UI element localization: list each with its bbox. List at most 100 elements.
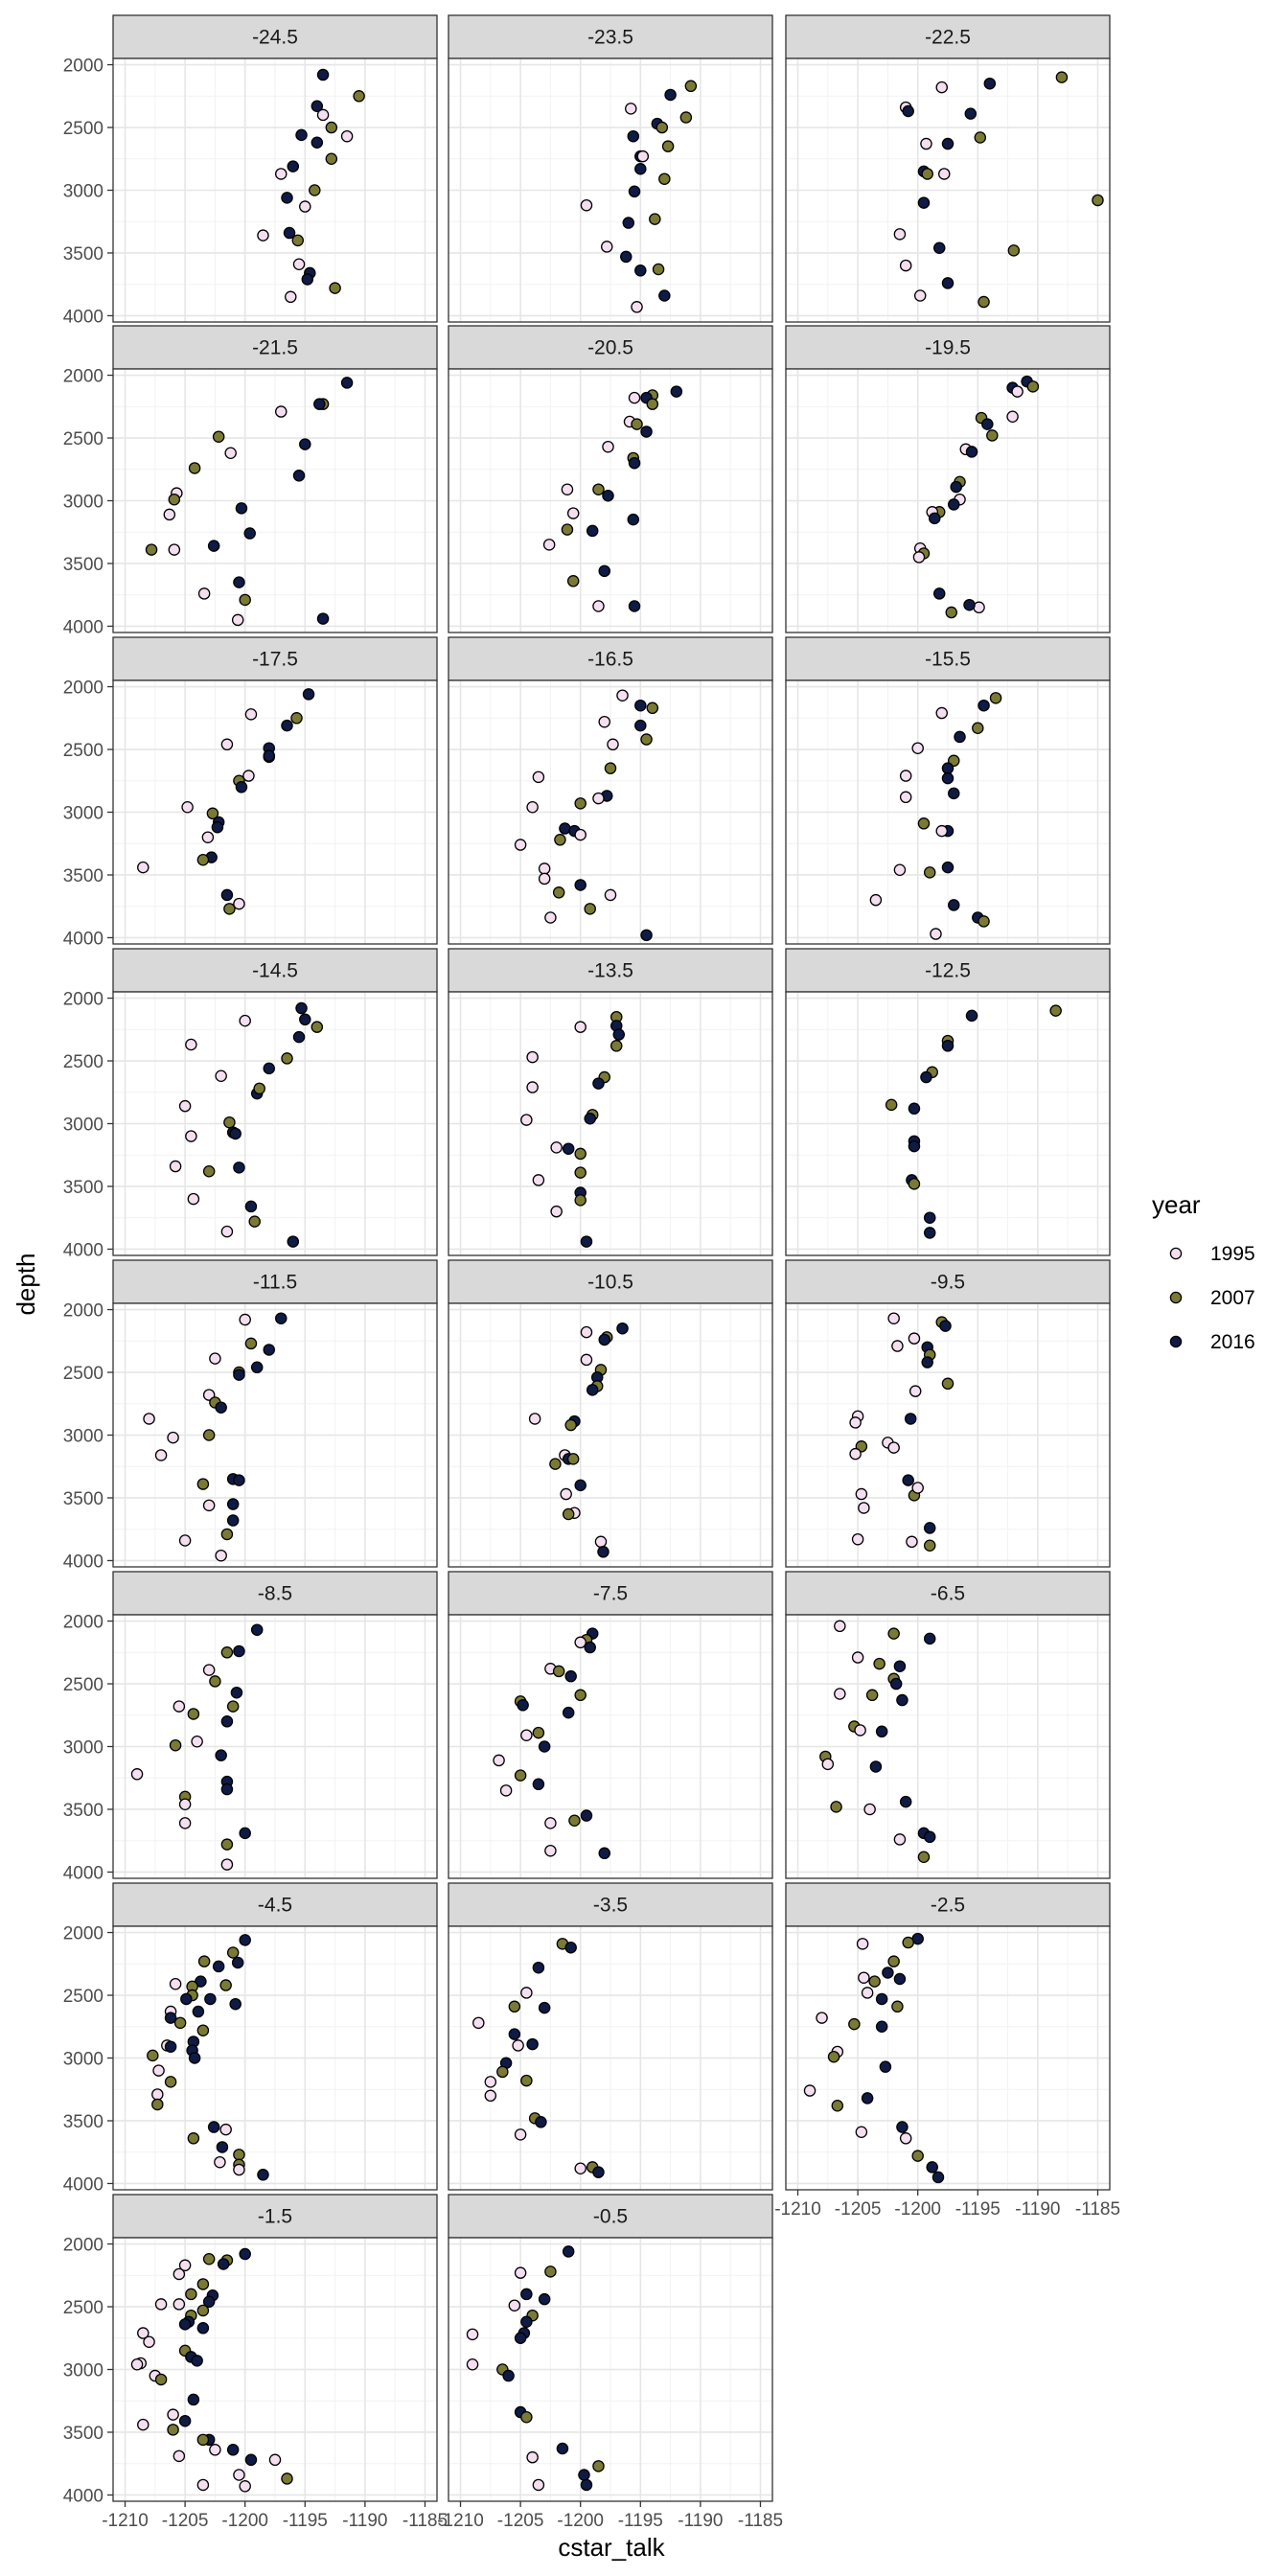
data-point-2007 <box>574 1166 586 1179</box>
facet-panel: -17.5 2000 2500 3000 3500 4000 <box>63 636 438 949</box>
data-point-2007 <box>188 462 201 474</box>
facet-strip-label: -21.5 <box>252 337 298 359</box>
data-point-2007 <box>325 121 338 134</box>
data-point-1995 <box>512 2039 524 2052</box>
data-point-1995 <box>178 1798 192 1810</box>
data-point-1995 <box>532 1174 545 1186</box>
facet-strip <box>785 14 1111 59</box>
data-point-2016 <box>310 100 324 113</box>
facet-panel: -13.5 <box>448 948 773 1256</box>
data-point-1995 <box>130 2358 144 2371</box>
data-point-2016 <box>299 1013 311 1026</box>
data-point-2016 <box>263 1062 275 1075</box>
data-point-1995 <box>636 150 650 163</box>
facet-strip <box>112 2194 438 2239</box>
data-point-2016 <box>902 1474 914 1486</box>
data-point-2016 <box>592 1077 605 1090</box>
y-tick-label: 4000 <box>63 617 104 637</box>
y-tick-label: 3000 <box>63 2050 104 2070</box>
data-point-1995 <box>520 1114 533 1126</box>
data-point-1995 <box>275 168 288 180</box>
data-point-1995 <box>191 1736 203 1748</box>
data-points <box>130 2247 293 2493</box>
data-point-2016 <box>899 1795 912 1808</box>
facet-strip-label: -10.5 <box>587 1272 633 1294</box>
data-point-1995 <box>172 2267 186 2281</box>
data-point-2007 <box>220 1646 234 1659</box>
data-point-1995 <box>520 1729 533 1741</box>
data-point-2007 <box>151 2098 164 2111</box>
data-point-2007 <box>865 1689 879 1702</box>
data-point-2016 <box>517 1699 529 1712</box>
facet-strip <box>448 2194 773 2239</box>
data-point-2016 <box>586 524 599 538</box>
data-point-2007 <box>281 2472 293 2485</box>
data-point-1995 <box>580 1325 593 1339</box>
data-point-2016 <box>670 385 683 398</box>
data-point-2016 <box>950 480 963 494</box>
data-point-2016 <box>281 719 293 732</box>
facet-strip-label: -9.5 <box>931 1272 965 1294</box>
facet-strip <box>448 325 773 370</box>
y-tick-label: 3000 <box>63 1738 104 1759</box>
x-tick-label: -1205 <box>497 2511 544 2531</box>
gridlines <box>786 1303 1110 1567</box>
data-point-1995 <box>172 2298 186 2311</box>
y-tick-label: 3500 <box>63 1178 104 1198</box>
x-axis-title: cstar_talk <box>558 2533 665 2562</box>
data-point-1995 <box>484 2076 497 2088</box>
data-point-2016 <box>229 1997 242 2011</box>
data-point-2007 <box>574 1194 586 1207</box>
data-point-2016 <box>932 242 946 254</box>
data-point-1995 <box>616 689 629 702</box>
data-point-2016 <box>948 498 960 511</box>
data-point-2016 <box>520 2315 533 2328</box>
data-point-1995 <box>532 2478 545 2492</box>
facet-panel: -6.5 <box>785 1571 1111 1879</box>
data-point-2016 <box>893 1972 907 1986</box>
data-point-1995 <box>893 228 907 241</box>
data-point-2007 <box>902 1936 914 1949</box>
data-point-1995 <box>151 2088 164 2101</box>
data-point-2016 <box>220 888 234 902</box>
data-point-2007 <box>848 2017 861 2031</box>
data-point-2016 <box>928 512 941 525</box>
data-point-2016 <box>226 2444 240 2456</box>
facet-panel: -2.5 -1210 -1205 -1200 -1195 -1190 -1185 <box>774 1882 1120 2220</box>
data-point-1995 <box>143 2335 155 2348</box>
x-tick-label: -1185 <box>738 2511 783 2531</box>
data-point-2007 <box>309 184 321 196</box>
data-point-1995 <box>538 862 551 875</box>
data-point-1995 <box>544 1844 557 1857</box>
data-point-2016 <box>978 699 990 712</box>
y-tick-label: 4000 <box>63 929 104 949</box>
data-point-2016 <box>941 277 954 289</box>
data-point-2007 <box>610 1040 623 1052</box>
data-point-2016 <box>882 1966 894 1979</box>
data-point-2016 <box>263 1344 275 1356</box>
facet-strip-label: -23.5 <box>587 27 633 49</box>
data-point-2007 <box>544 2266 557 2278</box>
data-point-1995 <box>466 2328 479 2341</box>
data-point-2007 <box>679 111 693 124</box>
data-point-2016 <box>869 1760 883 1773</box>
data-point-2007 <box>310 1021 324 1033</box>
data-point-1995 <box>821 1758 835 1771</box>
data-point-2016 <box>196 2322 210 2334</box>
panel-border <box>448 368 773 633</box>
data-point-1995 <box>220 1225 234 1238</box>
data-point-2007 <box>566 1453 580 1465</box>
data-point-1995 <box>851 1532 864 1546</box>
facet-panel: -10.5 <box>448 1259 773 1568</box>
data-point-2007 <box>196 1478 210 1490</box>
data-point-1995 <box>544 1817 557 1829</box>
data-point-2016 <box>598 1333 610 1346</box>
data-point-2007 <box>974 131 987 144</box>
data-point-1995 <box>604 888 617 902</box>
x-tick-label: -1210 <box>774 2199 821 2220</box>
data-point-2016 <box>257 2169 269 2181</box>
data-point-2016 <box>921 1356 933 1368</box>
data-point-2007 <box>684 80 698 93</box>
y-tick-label: 3500 <box>63 2424 104 2444</box>
